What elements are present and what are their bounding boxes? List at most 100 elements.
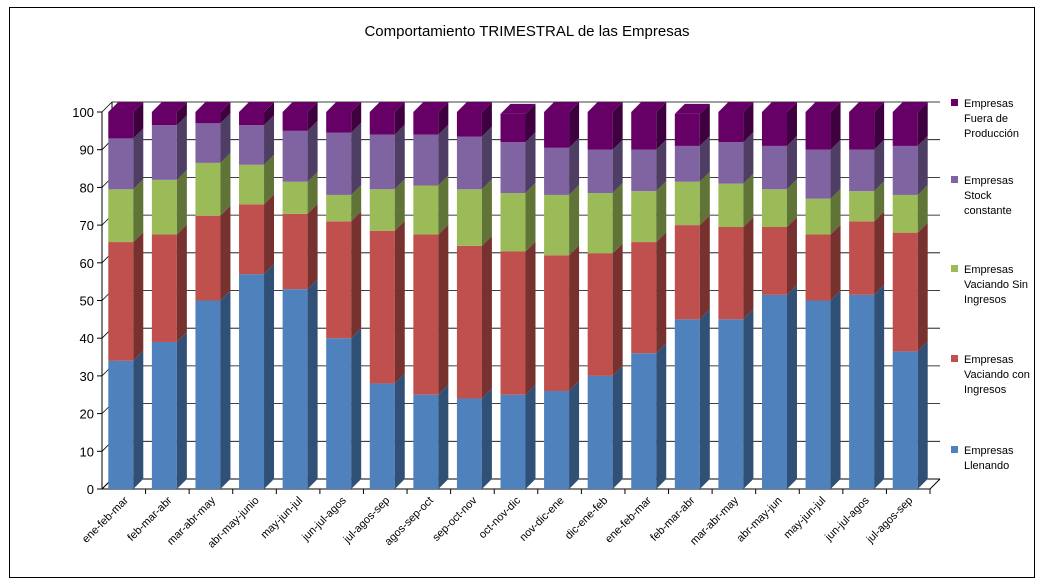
bar-front [892, 351, 918, 489]
x-tick-label: oct-nov-dic [477, 494, 524, 541]
bar-front [369, 134, 395, 190]
bar-segment [544, 137, 580, 195]
bar-segment [195, 152, 231, 216]
x-tick-label: ene-feb-mar [80, 494, 131, 545]
y-tick-label: 60 [80, 256, 94, 271]
bar-side [438, 224, 449, 395]
bar-side [874, 139, 885, 192]
bar-segment [544, 184, 580, 256]
bar-segment [151, 102, 187, 126]
bar-front [631, 353, 657, 489]
legend-label: Empresas [964, 264, 1014, 276]
bar-side [264, 194, 275, 275]
y-tick-label: 10 [80, 444, 94, 459]
bar-front [587, 193, 613, 254]
x-tick-label: nov-dic-ene [518, 495, 567, 544]
bar-segment [587, 102, 623, 150]
bar-front [587, 112, 613, 150]
bar-side [525, 132, 536, 194]
bar-side [743, 132, 754, 184]
bar-side [786, 179, 797, 227]
bar-side [307, 279, 318, 489]
bar-segment [631, 139, 667, 192]
bar-front [195, 162, 221, 216]
bar-front [587, 253, 613, 376]
bar-side [176, 331, 187, 489]
bar-side [699, 103, 710, 146]
bar-front [369, 230, 395, 384]
bar-front [108, 360, 134, 489]
bar-side [917, 184, 928, 233]
bar-segment [108, 232, 144, 361]
bar-side [656, 232, 667, 354]
bar-front [413, 134, 439, 186]
bar-front [674, 319, 700, 489]
chart-frame: Comportamiento TRIMESTRAL de las Empresa… [9, 7, 1035, 578]
bar-top [151, 102, 187, 112]
bar-front [151, 179, 177, 235]
bar-segment [761, 284, 797, 489]
bar-top [108, 102, 144, 112]
bar-side [481, 179, 492, 246]
bar-front [631, 242, 657, 354]
bar-side [743, 102, 754, 143]
bar-side [874, 102, 885, 150]
bar-front [282, 289, 308, 489]
bar-side [394, 124, 405, 190]
bar-front [544, 390, 570, 489]
bar-segment [108, 102, 144, 139]
bar-front [108, 112, 134, 139]
bar-segment [892, 135, 928, 195]
bar-segment [674, 215, 710, 320]
bar-side [307, 171, 318, 214]
bar-side [569, 102, 580, 148]
bar-side [176, 224, 187, 342]
bar-top [369, 102, 405, 112]
bar-side [830, 102, 841, 150]
bar-front [761, 226, 787, 295]
bar-segment [500, 384, 536, 489]
bar-side [133, 102, 144, 139]
bars [108, 102, 928, 489]
bar-side [786, 135, 797, 190]
bar-top [195, 102, 231, 112]
x-tick-label: jul-agos-sep [864, 495, 916, 547]
x-tick-label: may-jun-jul [259, 495, 306, 542]
bar-side [699, 135, 710, 182]
bar-front [151, 112, 177, 126]
bar-segment [849, 102, 885, 150]
bar-segment [805, 139, 841, 199]
y-tick-label: 100 [72, 105, 94, 120]
bar-segment [500, 241, 536, 395]
legend-swatch [951, 176, 958, 183]
bar-front [761, 189, 787, 227]
bar-side [351, 211, 362, 339]
bar-side [612, 139, 623, 194]
bar-front [587, 375, 613, 489]
bar-side [438, 384, 449, 489]
bar-side [220, 152, 231, 216]
bar-segment [282, 120, 318, 182]
bar-segment [631, 232, 667, 354]
bar-front [108, 138, 134, 190]
bar-side [612, 365, 623, 489]
legend: Empresas Fuera de Producción Empresas Stock c… [951, 98, 1030, 472]
bar-side [656, 343, 667, 489]
legend-label: Producción [964, 128, 1019, 140]
bar-front [326, 194, 352, 222]
bar-front [456, 245, 482, 399]
bar-segment [674, 309, 710, 489]
bar-front [195, 123, 221, 163]
bar-segment [456, 388, 492, 489]
bar-segment [369, 124, 405, 190]
bar-front [805, 149, 831, 199]
bar-side [656, 181, 667, 243]
bar-front [849, 191, 875, 222]
bar-side [874, 181, 885, 222]
bar-front [805, 198, 831, 235]
bar-front [195, 112, 221, 124]
bar-side [830, 139, 841, 199]
bar-side [612, 243, 623, 376]
legend-swatch [951, 446, 958, 453]
bar-segment [108, 350, 144, 489]
